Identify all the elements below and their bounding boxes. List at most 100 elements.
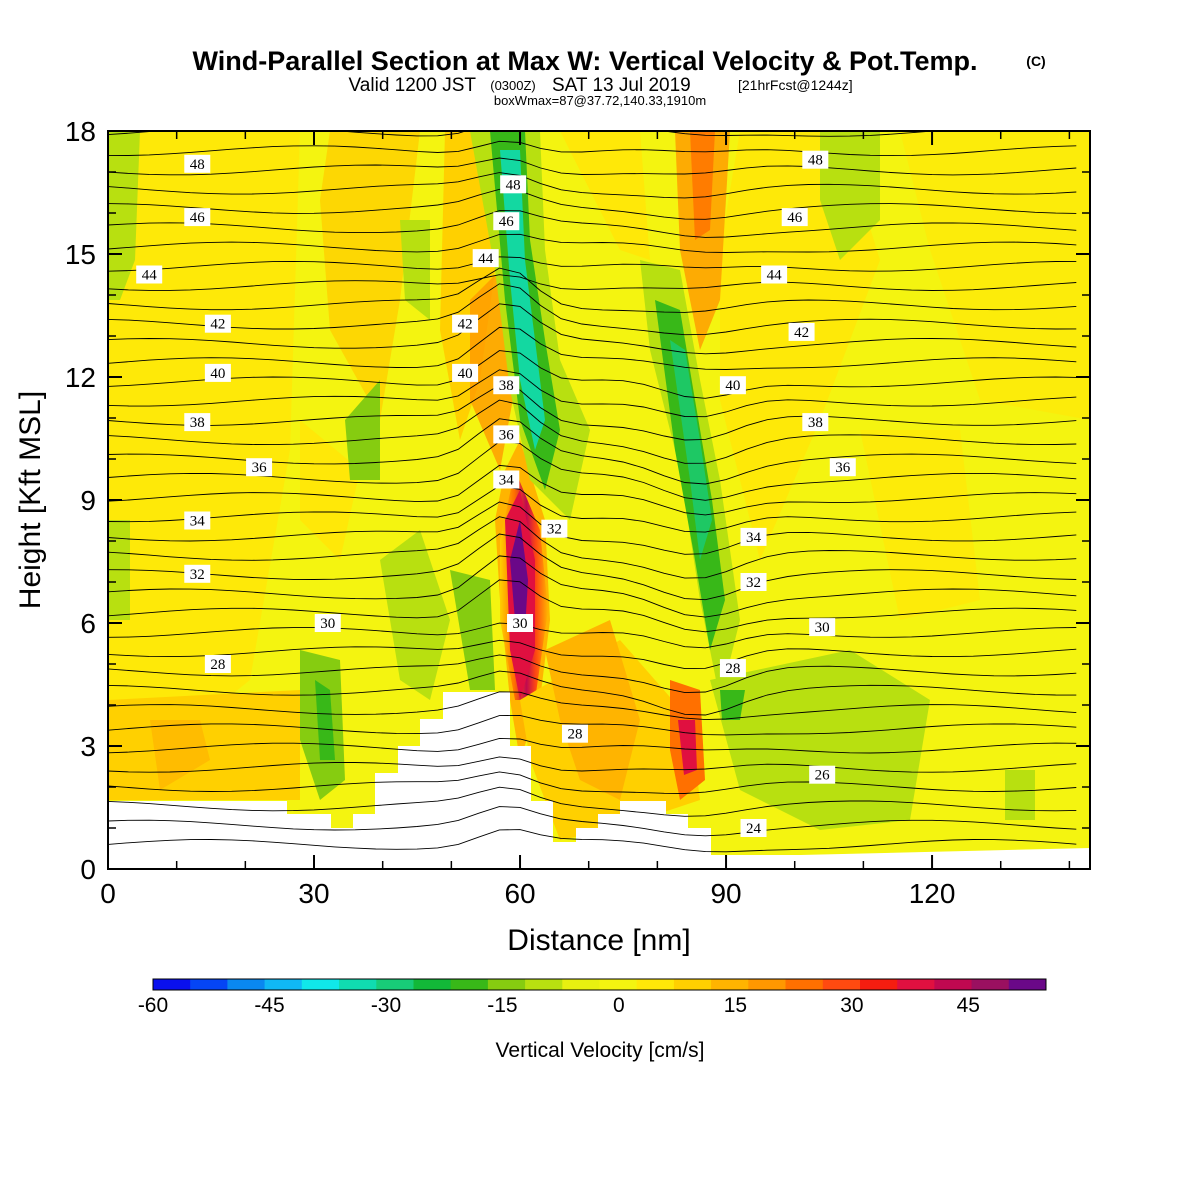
x-axis: 0 30 60 90 120 [100,131,1071,909]
isentrope-line [108,256,1077,272]
contour-label-bg [493,376,520,395]
contour-label-bg [472,249,499,268]
contour-label-text: 42 [458,317,473,333]
contour-labels: 48 48 48 46 46 46 44 44 44 42 42 42 40 40 40 38 38 38 36 36… [136,150,856,837]
colorbar-swatch [264,979,303,990]
isentrope-line [108,399,1077,464]
chart-title-block: Wind-Parallel Section at Max W: Vertical… [193,46,1046,108]
isentrope-line [108,516,1077,579]
contour-label: 44 [761,265,788,284]
contour-label-text: 30 [320,616,335,632]
colorbar-tick-label: -30 [371,994,401,1017]
contour-label: 34 [740,527,767,546]
contour-label-bg [788,322,815,341]
isentrope-line [108,654,1077,694]
contour-label-bg [314,614,341,632]
contour-label-bg [809,618,836,637]
colorbar-swatch [376,979,414,990]
x-tick-label: 0 [100,878,116,909]
contour-label-text: 38 [808,415,823,431]
y-tick-label: 12 [65,362,96,393]
contour-label: 28 [719,659,746,678]
isentrope-line [108,622,1077,649]
isentrope-line [108,829,1077,853]
contour-label-text: 32 [190,567,205,583]
valid-prefix: Valid 1200 JST [349,75,477,96]
contour-label-bg [204,363,231,382]
contour-label: 48 [184,154,211,173]
contour-label-text: 46 [499,214,515,230]
contour-label: 36 [246,458,273,477]
contour-label-bg [493,425,520,444]
contour-label: 48 [500,175,527,194]
contour-label-bg [452,363,479,382]
contour-label-text: 42 [210,317,225,333]
contour-label-bg [781,208,808,227]
contour-label: 38 [802,413,829,432]
isentrope-line [108,369,1077,418]
contour-label-bg [829,458,856,477]
contour-label: 46 [781,208,808,227]
y-tick-label: 6 [80,608,96,639]
colorbar-swatch [487,979,526,990]
colorbar-tick-label: 15 [724,994,747,1017]
colorbar-frame [152,978,1047,991]
box-wmax-info: boxWmax=87@37.72,140.33,1910m [494,93,706,108]
contour-label-text: 48 [506,177,521,193]
contour-label: 30 [507,614,534,632]
contour-label: 30 [809,618,836,637]
isentrope-line [108,157,1077,176]
contour-label-bg [246,458,273,477]
contour-label-text: 34 [499,473,515,489]
contour-label-bg [561,724,588,743]
isentrope-line [108,326,1077,370]
contour-label-bg [136,265,163,284]
colorbar-tick-label: -60 [138,994,168,1017]
isentrope-line [108,464,1077,516]
x-tick-label: 60 [504,878,535,909]
colorbar-tick-label: 0 [613,994,625,1017]
contour-label: 40 [719,376,746,395]
colorbar-tick-label: -45 [254,994,284,1017]
contour-label-bg [740,527,767,546]
contour-label-text: 26 [815,768,831,784]
contour-label-text: 40 [210,366,225,382]
isentrope-line [108,670,1077,716]
colorbar-swatch [636,979,675,990]
colorbar-swatch [673,979,712,990]
contour-label-bg [507,614,534,632]
isentrope-line [108,737,1077,754]
colorbar-swatch [562,979,600,990]
contour-label: 34 [184,511,211,530]
contour-label: 44 [472,249,499,268]
colorbar-tick-label: 45 [957,994,980,1017]
contour-label-text: 28 [210,657,225,673]
contour-label: 46 [184,208,211,227]
x-axis-label: Distance [nm] [507,924,690,957]
y-tick-label: 18 [65,116,96,147]
contour-label-text: 36 [835,460,851,476]
contour-label-text: 44 [478,251,494,267]
contour-label-text: 32 [547,522,562,538]
contour-label: 42 [788,322,815,341]
contour-label: 30 [314,614,341,632]
colorbar-swatch [971,979,1010,990]
isentrope-line [108,210,1077,238]
forecast-info: [21hrFcst@1244z] [738,77,853,93]
contour-label-text: 38 [190,415,205,431]
contour-label-text: 28 [725,661,740,677]
terrain-mask [108,692,1090,869]
contour-label-text: 48 [808,153,823,169]
contour-label: 38 [493,376,520,395]
contour-label: 24 [740,819,767,837]
contour-label-text: 38 [499,378,514,394]
x-tick-label: 90 [710,878,741,909]
isentrope-line [108,140,1077,157]
contour-label: 46 [493,212,520,231]
colorbar-swatch [190,979,228,990]
contour-label-bg [719,659,746,678]
isentrope-line [108,691,1077,721]
colorbar-swatch [599,979,638,990]
